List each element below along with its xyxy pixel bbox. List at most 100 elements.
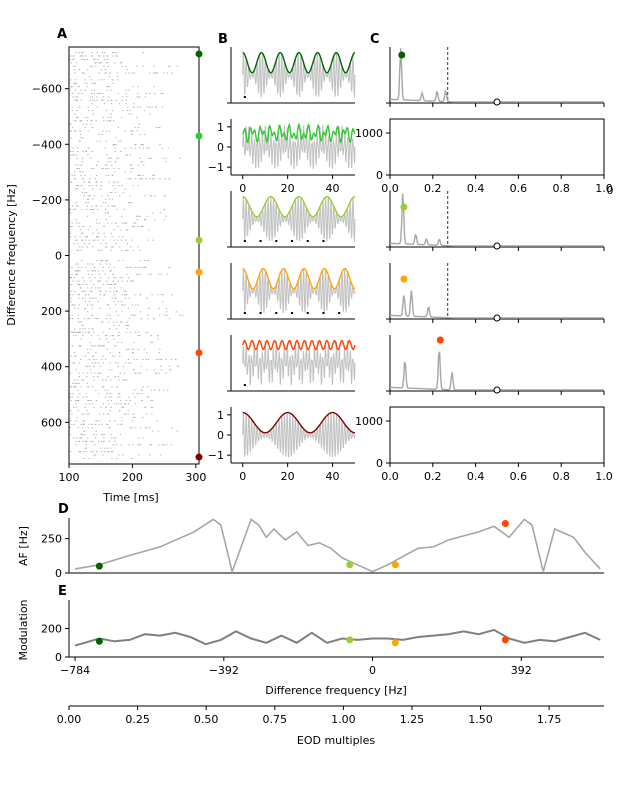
raster-spike: [152, 239, 154, 241]
raster-spike: [80, 55, 83, 57]
raster-spike: [80, 338, 83, 340]
raster-spike: [76, 239, 78, 241]
raster-spike: [123, 304, 126, 306]
raster-spike: [91, 103, 93, 105]
raster-spike: [73, 130, 76, 132]
af-ytick-label: 0: [55, 567, 62, 580]
raster-spike: [118, 393, 121, 395]
raster-spike: [150, 157, 152, 159]
raster-spike: [141, 226, 143, 228]
raster-spike: [96, 318, 98, 320]
raster-spike: [141, 178, 143, 180]
raster-spike: [81, 185, 83, 187]
raster-spike: [109, 270, 111, 272]
raster-spike: [135, 372, 137, 374]
beat-spike-tick: [322, 240, 325, 242]
raster-spike: [139, 249, 141, 251]
raster-spike: [139, 106, 141, 108]
raster-spike: [126, 328, 128, 330]
raster-spike: [134, 178, 137, 180]
raster-spike: [107, 399, 109, 401]
raster-spike: [116, 55, 119, 57]
raster-spike: [154, 389, 156, 391]
raster-spike: [120, 140, 122, 142]
raster-spike: [106, 280, 108, 282]
raster-spike: [89, 96, 91, 98]
raster-spike: [115, 222, 117, 224]
raster-spike: [99, 447, 102, 449]
raster-spike: [101, 52, 104, 54]
raster-spike: [110, 103, 113, 105]
beat-ytick-label: 1: [217, 409, 224, 422]
raster-spike: [119, 277, 121, 279]
raster-spike: [85, 236, 87, 238]
raster-spike: [127, 249, 129, 251]
raster-spike: [78, 304, 80, 306]
raster-spike: [120, 287, 122, 289]
beat-spike-tick: [243, 384, 246, 386]
raster-spike: [151, 413, 153, 415]
raster-spike: [86, 86, 88, 88]
raster-spike: [108, 369, 111, 371]
raster-spike: [115, 362, 117, 364]
raster-spike: [142, 52, 145, 54]
raster-spike: [109, 362, 111, 364]
raster-spike: [148, 92, 151, 94]
raster-spike: [94, 454, 97, 456]
raster-spike: [144, 195, 146, 197]
raster-spike: [112, 144, 114, 146]
raster-spike: [137, 335, 139, 337]
raster-spike: [80, 208, 83, 210]
raster-spike: [94, 277, 96, 279]
eod-axis-label: EOD multiples: [297, 734, 375, 747]
raster-spike: [111, 110, 114, 112]
raster-spike: [79, 283, 81, 285]
raster-spike: [113, 239, 116, 241]
raster-spike: [85, 403, 87, 405]
raster-spike: [93, 168, 95, 170]
raster-spike: [78, 451, 81, 453]
raster-spike: [107, 58, 109, 60]
raster-spike: [83, 457, 85, 459]
raster-spike: [91, 65, 93, 67]
raster-spike: [86, 410, 88, 412]
raster-spike: [138, 372, 140, 374]
raster-spike: [167, 389, 169, 391]
raster-spike: [170, 369, 172, 371]
raster-spike: [149, 178, 151, 180]
raster-spike: [125, 99, 127, 101]
raster-spike: [135, 144, 137, 146]
raster-spike: [123, 208, 126, 210]
raster-spike: [81, 266, 83, 268]
raster-spike: [88, 403, 91, 405]
raster-spike: [106, 120, 108, 122]
raster-spike: [134, 127, 136, 129]
raster-spike: [158, 127, 160, 129]
raster-spike: [132, 280, 134, 282]
raster-spike: [139, 372, 142, 374]
raster-spike: [98, 273, 100, 275]
raster-spike: [81, 379, 83, 381]
raster-spike: [124, 171, 126, 173]
raster-spike: [105, 219, 107, 221]
raster-spike: [104, 164, 106, 166]
raster-spike: [102, 362, 104, 364]
raster-spike: [104, 202, 107, 204]
beat-spike-tick: [259, 240, 262, 242]
raster-spike: [123, 413, 126, 415]
raster-spike: [129, 427, 131, 429]
raster-spike: [86, 382, 88, 384]
raster-spike: [115, 52, 117, 54]
raster-spike: [125, 348, 127, 350]
eod-xtick-label: 1.00: [331, 713, 356, 726]
raster-spike: [81, 427, 84, 429]
raster-spike: [73, 178, 76, 180]
raster-spike: [163, 208, 166, 210]
raster-spike: [70, 451, 72, 453]
raster-spike: [117, 335, 119, 337]
raster-spike: [154, 92, 156, 94]
raster-spike: [107, 86, 109, 88]
raster-spike: [109, 314, 111, 316]
raster-spike: [126, 222, 128, 224]
raster-spike: [156, 420, 158, 422]
